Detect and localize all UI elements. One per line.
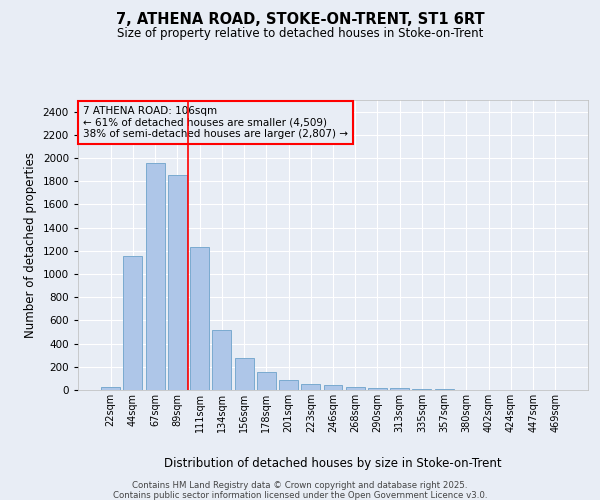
Y-axis label: Number of detached properties: Number of detached properties	[24, 152, 37, 338]
Text: Size of property relative to detached houses in Stoke-on-Trent: Size of property relative to detached ho…	[117, 28, 483, 40]
Text: Contains HM Land Registry data © Crown copyright and database right 2025.: Contains HM Land Registry data © Crown c…	[132, 481, 468, 490]
Bar	[235, 358, 254, 390]
Text: Contains public sector information licensed under the Open Government Licence v3: Contains public sector information licen…	[113, 491, 487, 500]
Bar	[124, 256, 142, 390]
Bar	[168, 176, 187, 390]
Bar	[301, 384, 320, 390]
Bar	[323, 386, 343, 390]
Bar	[368, 388, 387, 390]
Text: 7 ATHENA ROAD: 106sqm
← 61% of detached houses are smaller (4,509)
38% of semi-d: 7 ATHENA ROAD: 106sqm ← 61% of detached …	[83, 106, 348, 139]
Bar	[146, 162, 164, 390]
Bar	[212, 330, 231, 390]
Text: 7, ATHENA ROAD, STOKE-ON-TRENT, ST1 6RT: 7, ATHENA ROAD, STOKE-ON-TRENT, ST1 6RT	[116, 12, 484, 28]
Bar	[190, 248, 209, 390]
Text: Distribution of detached houses by size in Stoke-on-Trent: Distribution of detached houses by size …	[164, 458, 502, 470]
Bar	[390, 388, 409, 390]
Bar	[279, 380, 298, 390]
Bar	[257, 372, 276, 390]
Bar	[346, 387, 365, 390]
Bar	[101, 387, 120, 390]
